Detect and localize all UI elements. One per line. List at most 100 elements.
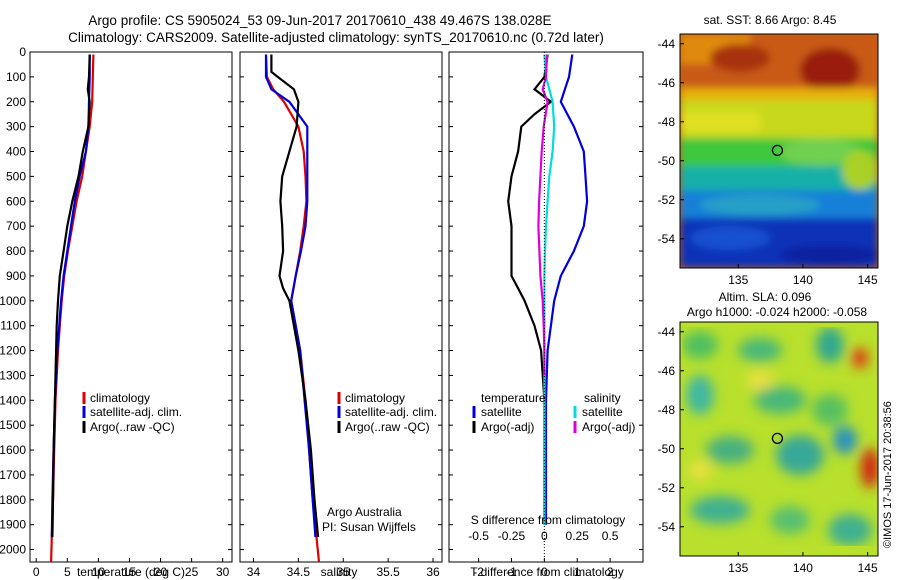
sst-map-image: [680, 34, 878, 268]
float-position-marker: [771, 144, 784, 157]
depth-tick-label: 1400: [0, 393, 26, 407]
s-tick-label: 0.5: [602, 529, 619, 543]
x-tick-label: -2: [473, 565, 484, 579]
depth-axis: 0 100 200 300 400 500 600 700 800 900 1000 1100 1200…: [0, 45, 643, 557]
series-line-argo: [270, 54, 320, 538]
map-y-tick-label: -46: [658, 76, 676, 90]
map-y-tick-label: -54: [658, 520, 676, 534]
temperature-axis-label: temperature (deg C): [77, 565, 185, 579]
sst-map-frame: [679, 33, 879, 269]
legend-label-temp-argo: Argo(-adj): [481, 420, 534, 434]
map-y-tick-label: -44: [658, 325, 676, 339]
salinity-axis-label: salinity: [321, 565, 358, 579]
legend-label-climatology: climatology: [90, 391, 150, 405]
s-difference-label: S difference from climatology: [471, 513, 626, 527]
legend-label-sal-satellite: satellite: [582, 405, 623, 419]
sst-map-title: sat. SST: 8.66 Argo: 8.45: [704, 13, 837, 27]
map-y-tick-label: -52: [658, 193, 676, 207]
x-tick-label: 35: [337, 565, 351, 579]
depth-tick-label: 1600: [0, 443, 26, 457]
x-tick-label: 25: [185, 565, 199, 579]
x-tick-label: 1: [574, 565, 581, 579]
series-line-argo: [51, 54, 91, 538]
map-x-tick-label: 140: [793, 561, 813, 575]
series-line-sal_sat: [543, 54, 556, 525]
x-tick-label: 0: [541, 565, 548, 579]
s-tick-label: -0.5: [468, 529, 489, 543]
x-tick-label: 5: [64, 565, 71, 579]
map-y-tick-label: -50: [658, 442, 676, 456]
depth-tick-label: 1200: [0, 344, 26, 358]
depth-tick-label: 1700: [0, 468, 26, 482]
map-x-tick-label: 140: [793, 273, 813, 287]
depth-tick-label: 800: [6, 244, 26, 258]
x-tick-label: 2: [607, 565, 614, 579]
x-tick-label: 15: [123, 565, 137, 579]
depth-tick-label: 400: [6, 145, 26, 159]
depth-tick-label: 900: [6, 269, 26, 283]
figure-title-line1: Argo profile: CS 5905024_53 09-Jun-2017 …: [88, 13, 551, 28]
figure-title-line2: Climatology: CARS2009. Satellite-adjuste…: [68, 30, 604, 45]
series-line-sat: [264, 54, 317, 538]
sla-map-title: Altim. SLA: 0.096: [719, 290, 812, 304]
sla-map-image: [680, 322, 878, 556]
legend-label-argo: Argo(..raw -QC): [345, 420, 430, 434]
depth-tick-label: 1500: [0, 418, 26, 432]
s-tick-label: 0.25: [566, 529, 590, 543]
depth-tick-label: 300: [6, 120, 26, 134]
legend-label-satellite: satellite-adj. clim.: [345, 405, 437, 419]
legend-label-temp-satellite: satellite: [481, 405, 522, 419]
map-y-tick-label: -50: [658, 154, 676, 168]
difference-plot: -2 -1 0 1 2 -0.5 -0.25 0 0.25 0.5: [468, 52, 619, 579]
legend-label-climatology: climatology: [345, 391, 405, 405]
salinity-panel: [239, 51, 443, 563]
sst-map-axes: 135 140 145 -44 -46 -48 -50 -52 -54: [658, 37, 878, 287]
sla-map-subtitle: Argo h1000: -0.024 h2000: -0.058: [687, 305, 867, 319]
float-position-marker: [771, 432, 784, 445]
depth-tick-label: 1100: [0, 319, 26, 333]
argo-australia-label: Argo Australia: [327, 505, 402, 519]
depth-tick-label: 1900: [0, 518, 26, 532]
x-tick-label: 36: [426, 565, 440, 579]
depth-tick-label: 700: [6, 219, 26, 233]
depth-tick-label: 2000: [0, 543, 26, 557]
legend-label-sal-argo: Argo(-adj): [582, 420, 635, 434]
depth-tick-label: 100: [6, 70, 26, 84]
sla-map-frame: [679, 321, 879, 557]
x-tick-label: 10: [92, 565, 106, 579]
s-tick-label: -0.25: [498, 529, 526, 543]
s-tick-label: 0: [541, 529, 548, 543]
sla-map-axes: 135 140 145 -44 -46 -48 -50 -52 -54: [658, 325, 878, 575]
map-y-tick-label: -48: [658, 115, 676, 129]
series-line-sat: [544, 54, 589, 525]
legend-header-temperature: temperature: [481, 391, 546, 405]
map-y-tick-label: -48: [658, 403, 676, 417]
map-y-tick-label: -44: [658, 37, 676, 51]
legend-label-argo: Argo(..raw -QC): [90, 420, 175, 434]
depth-tick-label: 500: [6, 169, 26, 183]
x-tick-label: 0: [33, 565, 40, 579]
legend-label-satellite: satellite-adj. clim.: [90, 405, 182, 419]
map-x-tick-label: 145: [858, 273, 878, 287]
map-y-tick-label: -46: [658, 364, 676, 378]
depth-tick-label: 0: [19, 45, 26, 59]
x-tick-label: 35.5: [376, 565, 400, 579]
x-tick-label: -1: [506, 565, 517, 579]
map-x-tick-label: 135: [728, 561, 748, 575]
depth-tick-label: 1300: [0, 368, 26, 382]
depth-tick-label: 200: [6, 95, 26, 109]
map-x-tick-label: 145: [858, 561, 878, 575]
depth-tick-label: 600: [6, 194, 26, 208]
difference-panel: [448, 51, 644, 563]
depth-tick-label: 1800: [0, 493, 26, 507]
x-tick-label: 34.5: [287, 565, 311, 579]
series-line-sal_argo: [537, 54, 549, 376]
depth-tick-label: 1000: [0, 294, 26, 308]
pi-label: PI: Susan Wijffels: [322, 520, 416, 534]
temperature-plot: 0 5 10 15 20 25 30: [33, 54, 230, 579]
salinity-legend: climatology satellite-adj. clim. Argo(..…: [322, 391, 437, 534]
difference-legend: temperature satellite Argo(-adj) salinit…: [471, 391, 636, 527]
x-tick-label: 20: [154, 565, 168, 579]
map-y-tick-label: -52: [658, 481, 676, 495]
